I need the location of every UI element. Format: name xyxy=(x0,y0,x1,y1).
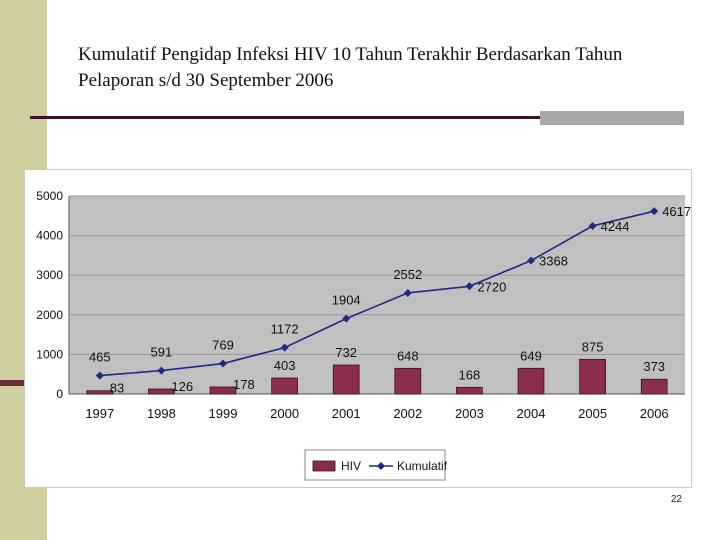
bar-hiv xyxy=(456,386,483,395)
bar-hiv xyxy=(517,367,545,395)
data-label-kumulatif: 465 xyxy=(89,350,111,365)
data-label-kumulatif: 4244 xyxy=(601,219,630,234)
line-kumulatif xyxy=(99,210,655,377)
y-tick-label: 5000 xyxy=(36,189,63,203)
point-kumulatif xyxy=(465,282,474,291)
point-kumulatif xyxy=(95,371,104,380)
data-label-hiv: 178 xyxy=(233,377,255,392)
data-label-hiv: 648 xyxy=(397,348,419,363)
data-label-kumulatif: 591 xyxy=(151,345,173,360)
point-kumulatif xyxy=(280,343,289,352)
y-tick-label: 3000 xyxy=(36,268,63,282)
bar-hiv xyxy=(640,378,668,395)
data-label-hiv: 403 xyxy=(274,358,296,373)
plot-layer: 0 1000 2000 3000 4000 5000 1997 1998 1999 2000 200… xyxy=(36,189,691,421)
data-label-kumulatif: 1172 xyxy=(271,322,299,337)
chart-frame: 0 1000 2000 3000 4000 5000 1997 1998 1999 2000 200… xyxy=(24,169,692,488)
point-kumulatif xyxy=(588,221,597,230)
data-label-kumulatif: 769 xyxy=(212,338,234,353)
title-divider xyxy=(30,116,684,119)
slide-title: Kumulatif Pengidap Infeksi HIV 10 Tahun … xyxy=(78,44,623,91)
data-label-kumulatif: 2720 xyxy=(477,279,506,294)
data-label-hiv: 168 xyxy=(459,367,481,382)
data-label-hiv: 649 xyxy=(520,348,542,363)
bar-hiv xyxy=(209,386,237,395)
x-tick-label: 2003 xyxy=(455,406,484,421)
data-label-kumulatif: 1904 xyxy=(332,293,361,308)
x-tick-label: 2004 xyxy=(517,406,546,421)
point-kumulatif xyxy=(342,314,351,323)
bar-hiv xyxy=(394,367,422,395)
data-label-hiv: 83 xyxy=(110,381,124,396)
x-tick-label: 2005 xyxy=(578,406,607,421)
x-tick-label: 2001 xyxy=(332,406,361,421)
point-kumulatif xyxy=(219,359,227,368)
bar-hiv xyxy=(86,390,114,395)
data-label-kumulatif: 3368 xyxy=(539,254,568,269)
y-tick-label: 0 xyxy=(56,387,63,401)
legend-swatch-hiv xyxy=(312,460,336,472)
divider-accent-block xyxy=(540,111,684,125)
chart-legend: HIV Kumulatif xyxy=(304,449,448,481)
y-tick-label: 2000 xyxy=(36,308,63,322)
data-label-hiv: 126 xyxy=(171,379,193,394)
x-tick-label: 1998 xyxy=(147,406,176,421)
point-kumulatif xyxy=(157,366,166,375)
data-label-kumulatif: 2552 xyxy=(393,267,422,282)
data-label-hiv: 373 xyxy=(643,359,665,374)
data-label-hiv: 732 xyxy=(335,345,357,360)
bar-hiv xyxy=(148,388,175,395)
bar-hiv xyxy=(332,364,360,395)
x-tick-label: 1997 xyxy=(85,406,114,421)
legend-label-hiv: HIV xyxy=(341,459,361,473)
x-tick-label: 2006 xyxy=(640,406,669,421)
y-tick-label: 1000 xyxy=(36,347,63,361)
x-tick-label: 2002 xyxy=(393,406,422,421)
hiv-chart: 0 1000 2000 3000 4000 5000 1997 1998 1999 2000 200… xyxy=(36,189,691,481)
legend-label-kumulatif: Kumulatif xyxy=(397,459,448,473)
y-tick-label: 4000 xyxy=(36,229,63,243)
point-kumulatif xyxy=(650,207,659,216)
bar-hiv xyxy=(271,377,298,395)
x-tick-label: 2000 xyxy=(270,406,299,421)
side-accent-bar xyxy=(0,380,24,386)
page-number: 22 xyxy=(670,494,682,505)
x-tick-label: 1999 xyxy=(209,406,238,421)
point-kumulatif xyxy=(527,256,535,265)
bar-hiv xyxy=(579,358,606,395)
legend-marker-kumulatif xyxy=(377,462,385,470)
point-kumulatif xyxy=(403,288,412,297)
data-label-hiv: 875 xyxy=(582,339,604,354)
data-label-kumulatif: 4617 xyxy=(662,204,691,219)
